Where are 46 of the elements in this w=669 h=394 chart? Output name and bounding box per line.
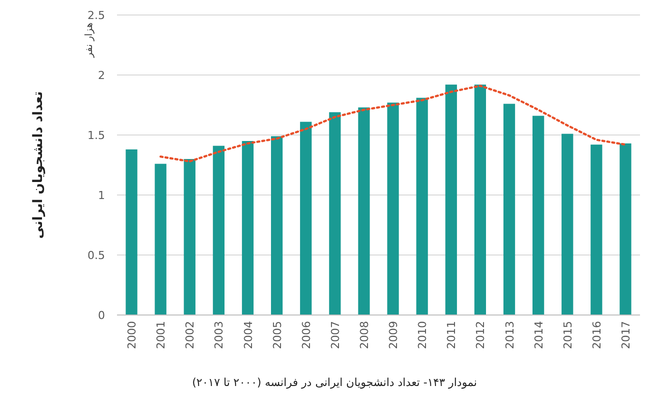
bar <box>416 98 428 315</box>
x-tick-label: 2015 <box>561 321 574 349</box>
bar <box>358 107 370 315</box>
bar <box>445 84 457 315</box>
bar <box>503 104 516 315</box>
x-tick-label: 2009 <box>387 321 400 349</box>
bar <box>270 136 283 315</box>
bar <box>474 84 486 315</box>
x-tick-label: 2016 <box>590 321 604 349</box>
bar <box>126 149 138 315</box>
x-tick-label: 2014 <box>532 321 546 349</box>
y-tick-label: 1.5 <box>88 129 105 142</box>
x-tick-label: 2008 <box>358 321 371 349</box>
y-tick-label: 1 <box>98 189 105 202</box>
x-tick-label: 2017 <box>619 321 632 349</box>
x-tick-label: 2003 <box>212 321 226 349</box>
bar <box>154 164 166 315</box>
bar <box>620 143 632 315</box>
x-tick-label: 2005 <box>270 321 284 349</box>
x-tick-label: 2006 <box>300 321 313 349</box>
bar <box>562 134 574 315</box>
x-tick-label: 2013 <box>503 321 516 349</box>
bar <box>590 144 602 315</box>
y-tick-label: 0.5 <box>88 249 105 262</box>
x-tick-label: 2007 <box>328 321 342 349</box>
x-tick-label: 2002 <box>184 321 197 349</box>
x-tick-label: 2004 <box>242 321 255 349</box>
text: هزار نفر <box>84 22 95 58</box>
bar <box>532 116 544 315</box>
bar <box>300 122 312 315</box>
text: نمودار ۱۴۳- تعداد دانشجویان ایرانی در فرانسه (۲۰۰۰ تا ۲۰۱۷) <box>192 376 477 389</box>
y-tick-label: 2.5 <box>88 9 105 22</box>
bar <box>329 112 341 315</box>
bar <box>387 102 399 315</box>
x-tick-label: 2000 <box>126 321 139 349</box>
bar <box>212 146 225 315</box>
y-tick-label: 0 <box>98 309 105 322</box>
bar <box>242 141 254 315</box>
y-axis-title: تعداد دانشجویان ایرانی <box>31 91 46 239</box>
x-tick-label: 2012 <box>474 321 488 349</box>
y-tick-label: 2 <box>98 69 105 82</box>
bar <box>184 159 196 315</box>
x-tick-label: 2011 <box>445 321 458 349</box>
line-series <box>159 84 627 162</box>
x-tick-label: 2010 <box>416 321 430 349</box>
x-tick-label: 2001 <box>154 321 168 349</box>
